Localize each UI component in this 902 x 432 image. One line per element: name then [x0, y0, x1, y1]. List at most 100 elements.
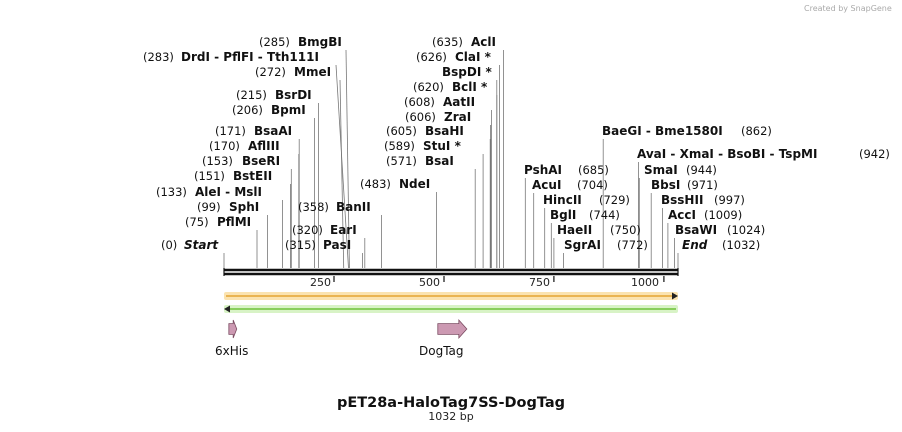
site-enzyme-label[interactable]: BmgBI: [298, 35, 342, 49]
feature-6xhis-label: 6xHis: [215, 344, 248, 358]
site-s38[interactable]: AccI (1009): [668, 208, 742, 222]
site-position: (571): [386, 154, 417, 168]
site-s22[interactable]: (608) AatII: [404, 95, 475, 109]
site-enzyme-label[interactable]: EarI: [330, 223, 357, 237]
site-s21[interactable]: (606) ZraI: [405, 110, 471, 124]
site-enzyme-label[interactable]: BglI: [550, 208, 576, 222]
site-enzyme-label[interactable]: AvaI - XmaI - BsoBI - TspMI: [637, 147, 817, 161]
site-enzyme-label[interactable]: SgrAI: [564, 238, 601, 252]
site-s28[interactable]: AcuI (704): [532, 178, 608, 192]
feature-dogtag-label: DogTag: [419, 344, 464, 358]
site-position: (171): [215, 124, 246, 138]
site-enzyme-label[interactable]: BsaI: [425, 154, 454, 168]
site-enzyme-label[interactable]: End: [682, 238, 708, 252]
site-s18[interactable]: (571) BsaI: [386, 154, 454, 168]
site-s17[interactable]: (483) NdeI: [360, 177, 430, 191]
site-s24[interactable]: BspDI *: [442, 65, 492, 79]
site-s33[interactable]: BaeGI - Bme1580I (862): [602, 124, 772, 138]
site-enzyme-label[interactable]: HaeII: [557, 223, 592, 237]
site-enzyme-label[interactable]: BsrDI: [275, 88, 312, 102]
site-enzyme-label[interactable]: BanII: [336, 200, 371, 214]
site-s37[interactable]: BssHII (997): [661, 193, 745, 207]
site-enzyme-label[interactable]: StuI *: [423, 139, 462, 153]
site-enzyme-label[interactable]: DrdI - PflFI - Tth111I: [181, 50, 319, 64]
site-enzyme-label[interactable]: SmaI: [644, 163, 678, 177]
site-enzyme-label[interactable]: NdeI: [399, 177, 430, 191]
site-s39[interactable]: BsaWI (1024): [675, 223, 765, 237]
site-position: (704): [577, 178, 608, 192]
site-s04[interactable]: (133) AleI - MslI: [156, 185, 262, 199]
forward-orf-arrowhead: [672, 292, 678, 300]
site-s12[interactable]: (283) DrdI - PflFI - Tth111I: [143, 50, 319, 64]
site-s01[interactable]: (0) Start: [161, 238, 219, 252]
feature-6xhis-arrow[interactable]: [228, 319, 238, 339]
site-enzyme-label[interactable]: AclI: [471, 35, 496, 49]
site-s29[interactable]: HincII (729): [543, 193, 630, 207]
site-enzyme-label[interactable]: HincII: [543, 193, 582, 207]
site-s08[interactable]: (171) BsaAI: [215, 124, 292, 138]
site-s06[interactable]: (153) BseRI: [202, 154, 280, 168]
site-enzyme-label[interactable]: BbsI: [651, 178, 680, 192]
feature-6xhis[interactable]: 6xHis: [215, 319, 248, 358]
site-s05[interactable]: (151) BstEII: [194, 169, 272, 183]
site-enzyme-label[interactable]: PasI: [323, 238, 351, 252]
site-enzyme-label[interactable]: BclI *: [452, 80, 488, 94]
site-position: (750): [610, 223, 641, 237]
watermark: Created by SnapGene: [804, 4, 892, 13]
site-enzyme-label[interactable]: SphI: [229, 200, 259, 214]
site-position: (285): [259, 35, 290, 49]
forward-orf-arrow: [224, 292, 678, 300]
site-enzyme-label[interactable]: PshAI: [524, 163, 562, 177]
site-s20[interactable]: (605) BsaHI: [386, 124, 464, 138]
site-s16[interactable]: (358) BanII: [298, 200, 371, 214]
site-s23[interactable]: (620) BclI *: [413, 80, 488, 94]
site-s11[interactable]: (272) MmeI: [255, 65, 331, 79]
site-s40[interactable]: End (1032): [682, 238, 760, 252]
site-enzyme-label[interactable]: MmeI: [294, 65, 331, 79]
site-enzyme-label[interactable]: BsaHI: [425, 124, 464, 138]
site-s14[interactable]: (315) PasI: [285, 238, 351, 252]
site-s32[interactable]: SgrAI (772): [564, 238, 648, 252]
site-s25[interactable]: (626) ClaI *: [416, 50, 492, 64]
feature-dogtag[interactable]: DogTag: [419, 318, 468, 358]
site-s35[interactable]: SmaI (944): [644, 163, 717, 177]
site-s27[interactable]: PshAI (685): [524, 163, 609, 177]
site-s30[interactable]: BglI (744): [550, 208, 620, 222]
site-enzyme-label[interactable]: BaeGI - Bme1580I: [602, 124, 723, 138]
site-enzyme-label[interactable]: BstEII: [233, 169, 272, 183]
site-s02[interactable]: (75) PflMI: [185, 215, 251, 229]
site-enzyme-label[interactable]: PflMI: [217, 215, 251, 229]
site-enzyme-label[interactable]: AatII: [443, 95, 475, 109]
site-enzyme-label[interactable]: ClaI *: [455, 50, 492, 64]
backbone: [223, 268, 679, 282]
site-s15[interactable]: (320) EarI: [292, 223, 357, 237]
site-enzyme-label[interactable]: AcuI: [532, 178, 561, 192]
site-position: (151): [194, 169, 225, 183]
site-s07[interactable]: (170) AflIII: [209, 139, 280, 153]
site-s31[interactable]: HaeII (750): [557, 223, 641, 237]
site-enzyme-label[interactable]: AflIII: [248, 139, 280, 153]
feature-dogtag-arrow[interactable]: [437, 318, 468, 340]
site-enzyme-label[interactable]: AleI - MslI: [195, 185, 262, 199]
site-enzyme-label[interactable]: BssHII: [661, 193, 703, 207]
site-s26[interactable]: (635) AclI: [432, 35, 496, 49]
site-position: (0): [161, 238, 177, 252]
site-enzyme-label[interactable]: BsaWI: [675, 223, 717, 237]
site-s10[interactable]: (215) BsrDI: [236, 88, 312, 102]
site-enzyme-label[interactable]: BseRI: [242, 154, 280, 168]
site-enzyme-label[interactable]: ZraI: [444, 110, 471, 124]
site-enzyme-label[interactable]: BpmI: [271, 103, 306, 117]
site-s36[interactable]: BbsI (971): [651, 178, 718, 192]
site-enzyme-label[interactable]: Start: [184, 238, 219, 252]
site-s34[interactable]: AvaI - XmaI - BsoBI - TspMI (942): [637, 147, 890, 161]
site-s09[interactable]: (206) BpmI: [232, 103, 306, 117]
site-enzyme-label[interactable]: BsaAI: [254, 124, 292, 138]
site-s13[interactable]: (285) BmgBI: [259, 35, 342, 49]
site-enzyme-label[interactable]: AccI: [668, 208, 696, 222]
site-s03[interactable]: (99) SphI: [197, 200, 259, 214]
site-position: (942): [859, 147, 890, 161]
site-position: (358): [298, 200, 329, 214]
site-s19[interactable]: (589) StuI *: [384, 139, 462, 153]
site-enzyme-label[interactable]: BspDI *: [442, 65, 492, 79]
site-lines: [223, 49, 679, 269]
